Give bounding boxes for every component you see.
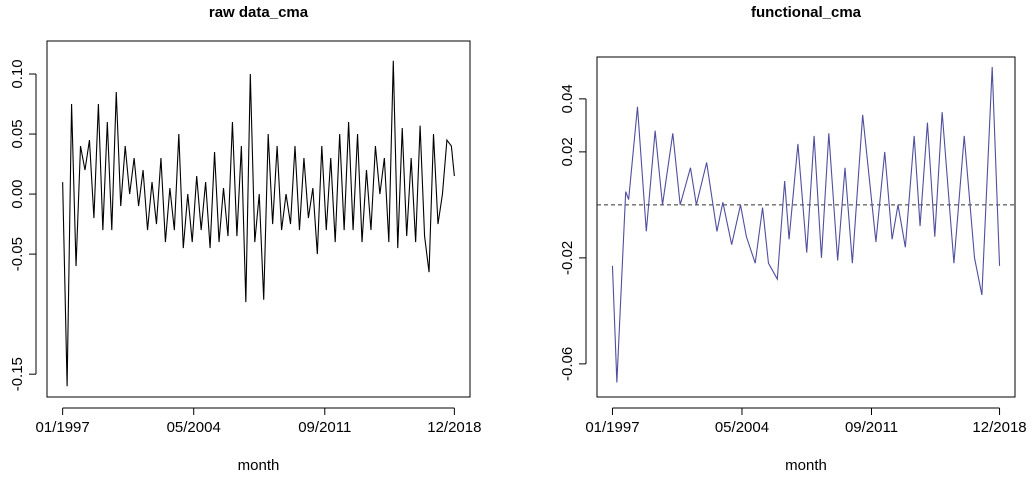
- x-tick-label: 05/2004: [715, 419, 769, 436]
- chart-title: raw data_cma: [209, 4, 309, 21]
- chart-title: functional_cma: [751, 4, 862, 21]
- x-tick-label: 12/2018: [427, 419, 481, 436]
- y-tick-label: 0.04: [559, 84, 576, 113]
- x-axis-label: month: [785, 457, 827, 474]
- x-tick-label: 12/2018: [972, 419, 1026, 436]
- y-tick-label: -0.05: [9, 237, 26, 271]
- y-tick-label: -0.02: [559, 241, 576, 275]
- plot-frame: [596, 56, 1016, 398]
- x-tick-label: 01/1997: [36, 419, 90, 436]
- y-tick-label: -0.15: [9, 357, 26, 391]
- y-tick-label: 0.00: [9, 179, 26, 208]
- x-tick-label: 09/2011: [845, 419, 898, 436]
- x-tick-label: 01/1997: [585, 419, 639, 436]
- y-tick-label: 0.02: [559, 137, 576, 166]
- data-line: [611, 67, 1001, 383]
- y-tick-label: 0.05: [9, 119, 26, 148]
- plot-frame: [46, 40, 471, 398]
- x-axis-label: month: [238, 457, 280, 474]
- x-tick-label: 09/2011: [298, 419, 351, 436]
- data-line: [62, 60, 455, 387]
- y-tick-label: 0.10: [9, 59, 26, 88]
- y-tick-label: -0.06: [559, 347, 576, 381]
- x-tick-label: 05/2004: [167, 419, 221, 436]
